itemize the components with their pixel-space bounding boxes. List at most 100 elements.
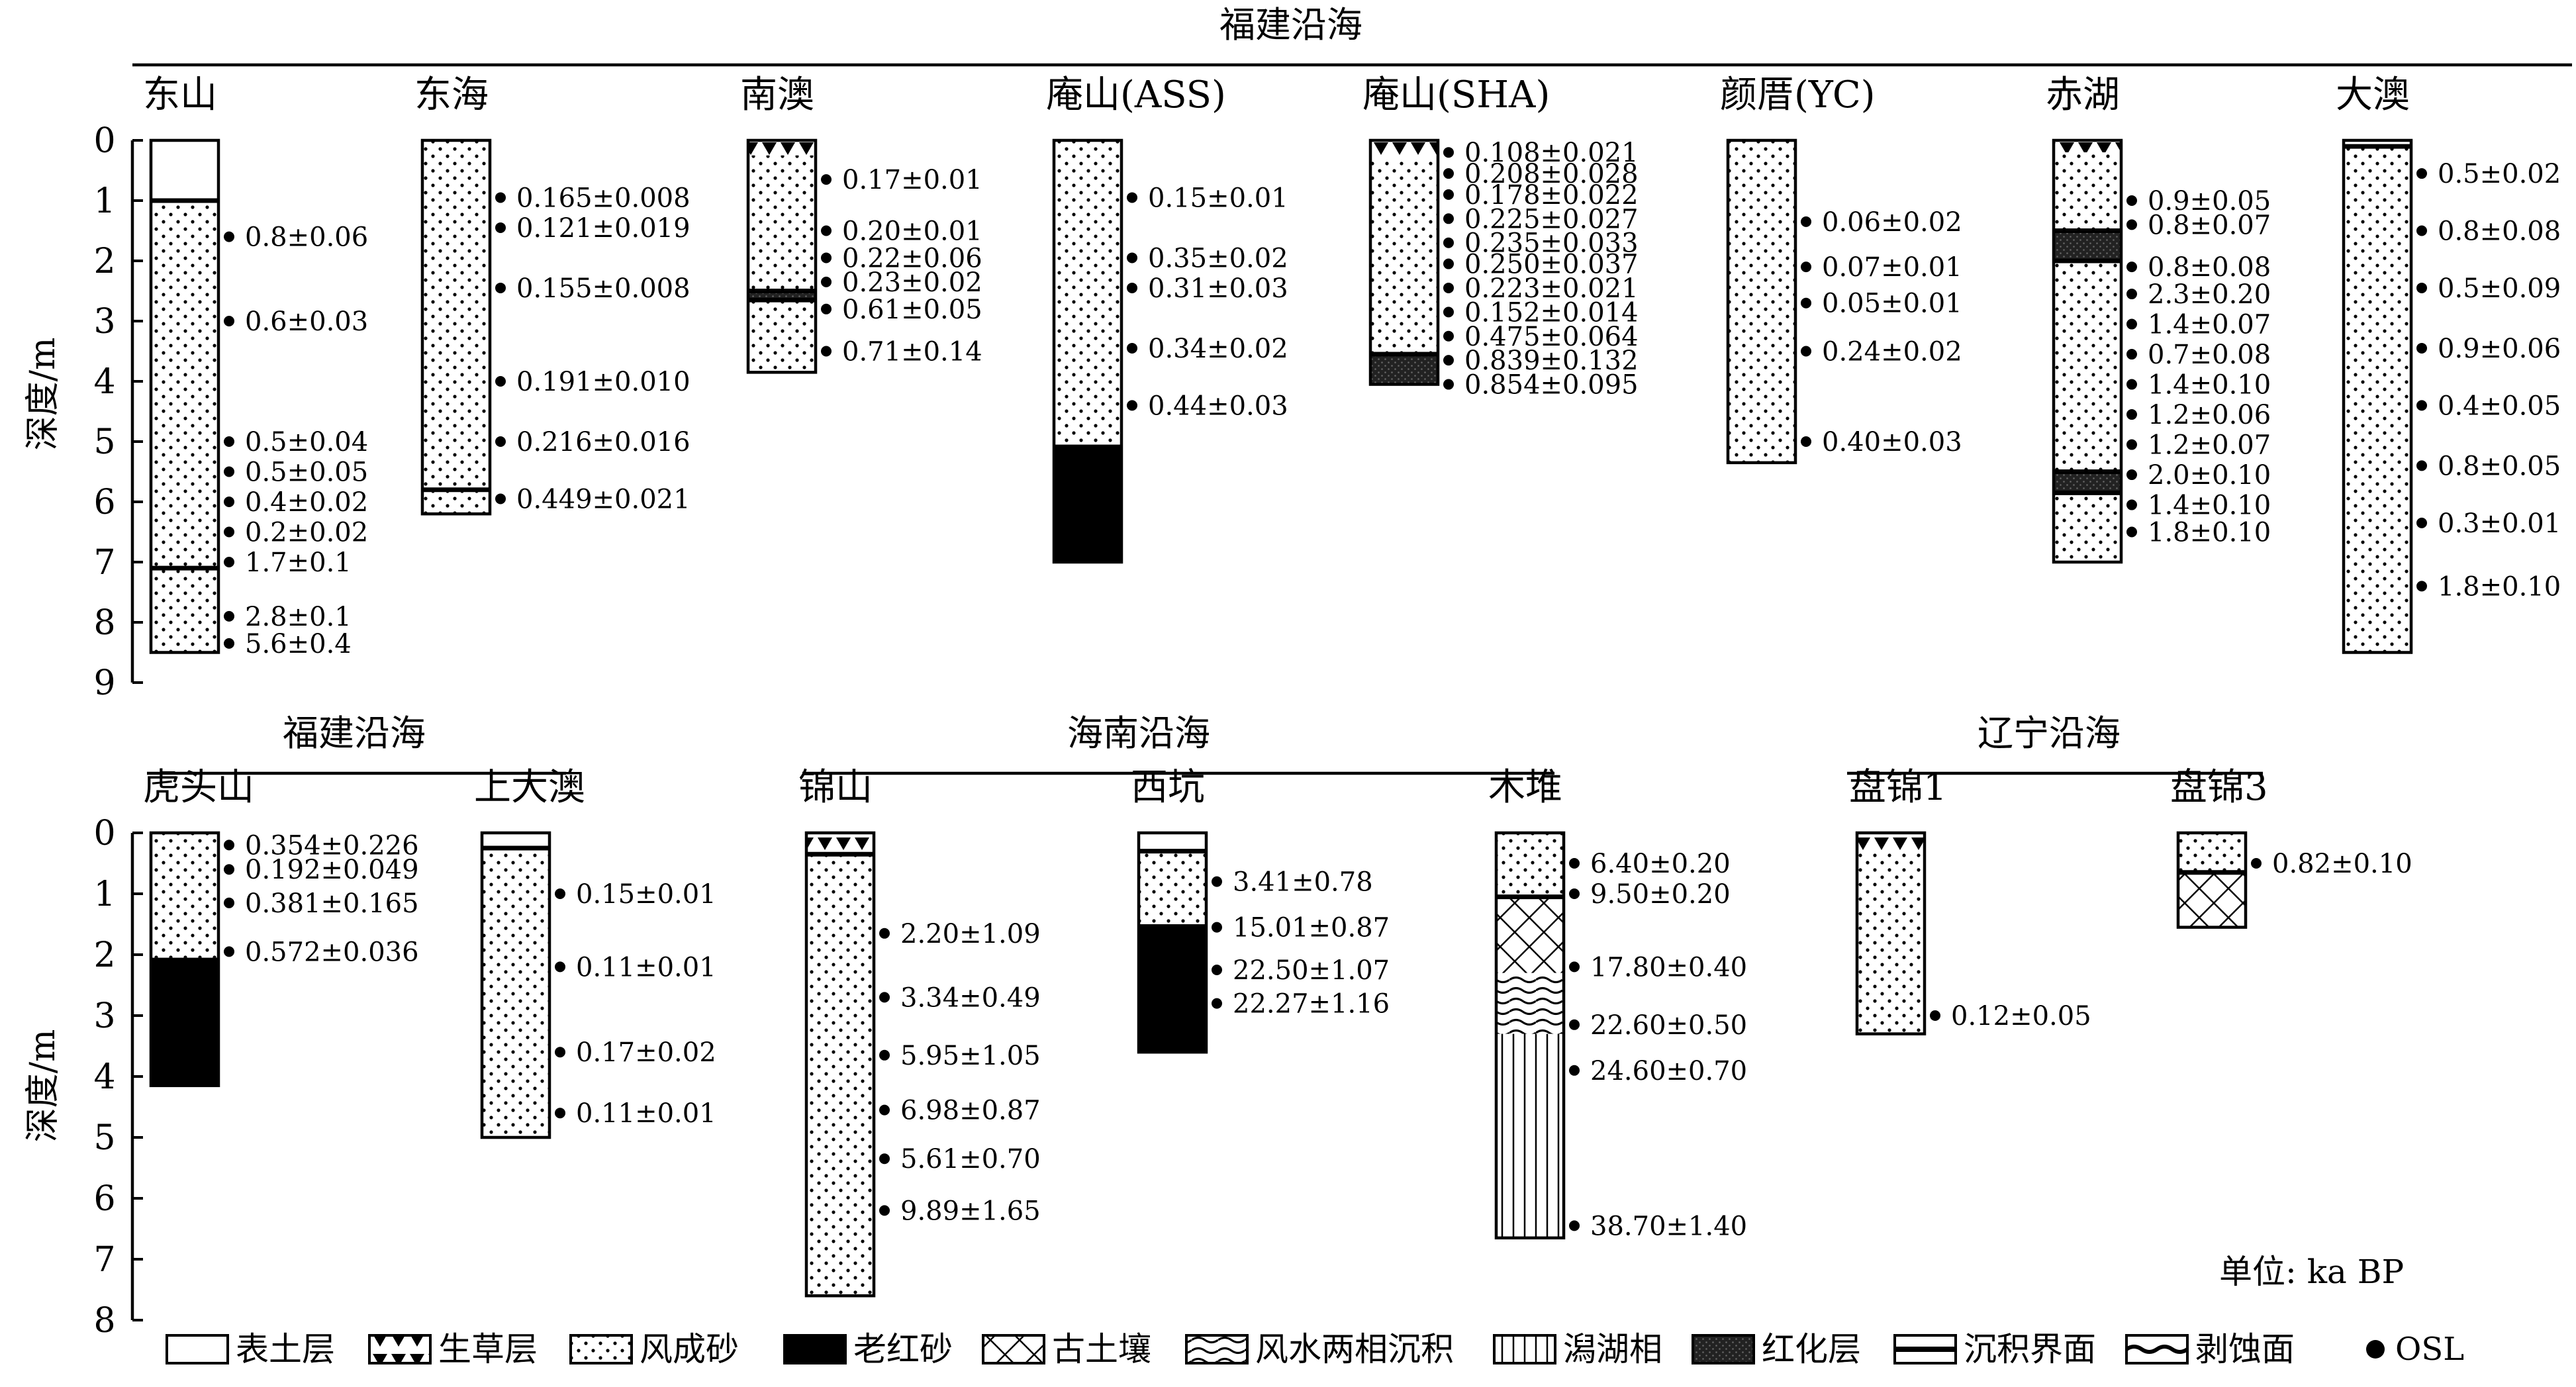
layer-grass xyxy=(806,833,874,855)
osl-age-label: 0.572±0.036 xyxy=(245,937,419,967)
layer-aeolian xyxy=(2054,493,2121,562)
layer-topsoil xyxy=(482,833,549,848)
profile-column: 西坑 3.41±0.78 15.01±0.87 22.50±1.0722.27±1.1… xyxy=(1131,766,1390,1054)
osl-dot xyxy=(1930,1010,1940,1021)
legend-swatch xyxy=(1692,1334,1755,1364)
osl-dot xyxy=(1569,1220,1580,1231)
profile-name: 颜厝(YC) xyxy=(1720,73,1876,117)
legend-label: OSL xyxy=(2395,1331,2464,1368)
legend-label: 潟湖相 xyxy=(1563,1330,1662,1368)
osl-dot xyxy=(495,192,506,203)
layer-redden xyxy=(2054,230,2121,261)
osl-age-label: 0.8±0.06 xyxy=(245,222,368,253)
osl-age-label: 1.8±0.10 xyxy=(2148,518,2271,548)
profile-column: 庵山(ASS) 0.15±0.01 0.35±0.020.31±0.03 0.34±0… xyxy=(1046,73,1288,564)
osl-age-label: 3.41±0.78 xyxy=(1233,867,1373,898)
layer-oldred xyxy=(1054,444,1121,562)
profile-column: 南澳0.17±0.010.20±0.010.22±0.060.23±0.020.… xyxy=(740,73,982,374)
layer-aeolian xyxy=(422,140,490,514)
osl-dot xyxy=(879,1049,890,1061)
profiles-group: 东山0.8±0.060.6±0.030.5±0.040.5±0.050.4±0.… xyxy=(143,73,2561,1298)
osl-age-label: 0.5±0.04 xyxy=(245,427,368,457)
osl-age-label: 38.70±1.40 xyxy=(1590,1211,1747,1241)
osl-age-label: 0.4±0.02 xyxy=(245,487,368,518)
layer-aeolian xyxy=(748,300,816,373)
osl-age-label: 0.06±0.02 xyxy=(1822,207,1962,238)
osl-dot xyxy=(2416,282,2427,293)
profile-column: 东山 0.8±0.06 0.6±0.03 0.5±0.040.5±0.050.4±0.… xyxy=(143,73,368,659)
legend-label: 表土层 xyxy=(236,1330,335,1368)
layer-grass xyxy=(1857,833,1925,851)
osl-dot xyxy=(2126,469,2137,481)
layer-aeolian xyxy=(1054,140,1121,445)
osl-age-label: 0.5±0.05 xyxy=(245,457,368,488)
profile-name: 盘锦3 xyxy=(2170,766,2268,809)
legend-swatch xyxy=(982,1334,1045,1364)
axis-tick-label: 6 xyxy=(93,483,115,522)
osl-age-label: 15.01±0.87 xyxy=(1233,913,1390,943)
legend-swatch xyxy=(1185,1334,1249,1364)
osl-dot xyxy=(224,557,234,567)
region-title: 福建沿海 xyxy=(1219,4,1362,46)
legend-swatch xyxy=(569,1334,633,1364)
osl-age-label: 2.3±0.20 xyxy=(2148,279,2271,310)
osl-dot xyxy=(224,497,234,507)
osl-dot xyxy=(1801,262,1811,273)
profile-name: 东海 xyxy=(414,73,489,117)
osl-dot xyxy=(1569,1019,1580,1030)
profile-column: 锦山 2.20±1.09 3.34±0.49 5.95±1.05 6.98±0.87 5.… xyxy=(798,766,1041,1298)
osl-dot xyxy=(1443,379,1454,390)
layer-wavy xyxy=(1496,973,1564,1034)
osl-age-label: 0.24±0.02 xyxy=(1822,337,1962,367)
profile-outline xyxy=(149,138,220,654)
legend-item-lagoon: 潟湖相 xyxy=(1493,1330,1662,1368)
layer-aeolian xyxy=(151,833,218,958)
osl-age-label: 9.89±1.65 xyxy=(900,1196,1041,1226)
profile-name: 木堆 xyxy=(1488,766,1562,809)
axis-tick-label: 8 xyxy=(93,1301,115,1341)
axis-tick-label: 4 xyxy=(93,1057,115,1097)
osl-dot xyxy=(821,276,832,287)
layer-redden xyxy=(1370,354,1438,385)
osl-dot xyxy=(2126,262,2137,273)
legend-item-oldred: 老红砂 xyxy=(783,1330,953,1368)
axis-tick-label: 0 xyxy=(93,814,115,853)
osl-age-label: 0.8±0.07 xyxy=(2148,210,2271,240)
layer-aeolian xyxy=(151,201,218,653)
osl-dot xyxy=(1801,436,1811,447)
axis-tick-label: 7 xyxy=(93,543,115,583)
osl-age-label: 0.31±0.03 xyxy=(1148,273,1288,304)
osl-dot xyxy=(1127,342,1137,354)
osl-age-label: 0.11±0.01 xyxy=(576,952,716,982)
osl-dot xyxy=(224,946,234,957)
osl-dot xyxy=(555,1047,565,1058)
profile-name: 盘锦1 xyxy=(1849,766,1947,809)
profile-outline xyxy=(1855,831,1927,1035)
profile-name: 大澳 xyxy=(2336,73,2410,117)
osl-dot xyxy=(2126,439,2137,450)
osl-age-label: 22.60±0.50 xyxy=(1590,1010,1747,1041)
profile-outline xyxy=(804,831,876,1298)
profile-outline xyxy=(1726,138,1797,465)
osl-age-label: 0.34±0.02 xyxy=(1148,334,1288,364)
osl-age-label: 0.250±0.037 xyxy=(1464,250,1639,280)
units-note: 单位: ka BP xyxy=(2219,1253,2404,1291)
profile-column: 上大澳 0.15±0.01 0.11±0.01 0.17±0.02 0.11±0.01 xyxy=(474,766,716,1139)
osl-dot xyxy=(555,1108,565,1119)
legend-swatch xyxy=(368,1334,432,1364)
region-title: 辽宁沿海 xyxy=(1978,712,2121,754)
osl-age-label: 1.4±0.10 xyxy=(2148,370,2271,401)
layer-aeolian xyxy=(1857,851,1925,1034)
osl-age-label: 1.4±0.10 xyxy=(2148,491,2271,521)
layer-oldred xyxy=(1139,924,1206,1053)
layer-grass xyxy=(748,140,816,156)
axis-tick-label: 5 xyxy=(93,1118,115,1158)
osl-age-label: 9.50±0.20 xyxy=(1590,879,1731,910)
osl-dot xyxy=(555,961,565,973)
osl-age-label: 0.208±0.028 xyxy=(1464,159,1639,189)
osl-dot xyxy=(1443,307,1454,318)
osl-age-label: 0.354±0.226 xyxy=(245,830,419,861)
legend-swatch xyxy=(1493,1334,1556,1364)
layer-aeolian xyxy=(748,155,816,291)
